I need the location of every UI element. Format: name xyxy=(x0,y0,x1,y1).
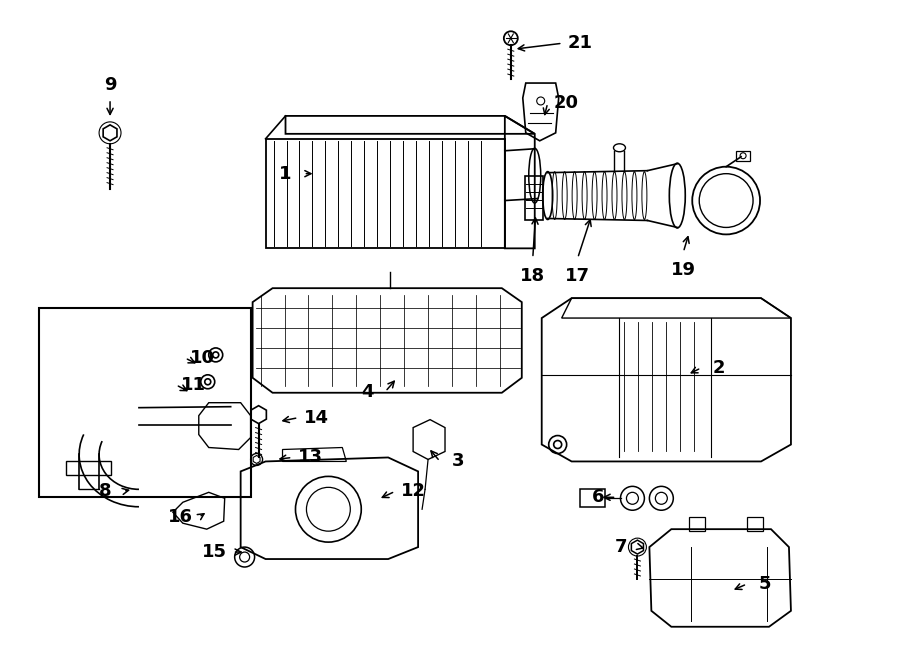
Text: 6: 6 xyxy=(592,489,605,506)
Text: 15: 15 xyxy=(202,543,227,561)
Bar xyxy=(747,517,763,531)
Text: 3: 3 xyxy=(452,452,464,471)
Text: 2: 2 xyxy=(713,359,725,377)
Text: 9: 9 xyxy=(104,76,116,94)
Text: 11: 11 xyxy=(181,376,206,394)
Text: 10: 10 xyxy=(190,349,215,367)
Text: 1: 1 xyxy=(279,165,292,183)
Text: 20: 20 xyxy=(554,94,578,112)
Text: 16: 16 xyxy=(168,508,194,526)
Text: 12: 12 xyxy=(400,483,426,500)
Text: 13: 13 xyxy=(298,448,323,467)
Text: 7: 7 xyxy=(616,538,627,556)
Bar xyxy=(40,308,250,497)
Text: 17: 17 xyxy=(565,267,590,285)
Text: 5: 5 xyxy=(759,575,771,593)
Bar xyxy=(736,151,750,161)
Bar xyxy=(689,517,706,531)
Text: 19: 19 xyxy=(670,261,696,279)
Text: 14: 14 xyxy=(304,408,328,426)
Text: 18: 18 xyxy=(520,267,545,285)
Text: 8: 8 xyxy=(99,483,112,500)
Text: 21: 21 xyxy=(568,34,593,52)
Bar xyxy=(525,175,543,220)
Bar xyxy=(67,461,111,475)
Bar xyxy=(580,489,605,507)
Text: 4: 4 xyxy=(361,383,374,401)
